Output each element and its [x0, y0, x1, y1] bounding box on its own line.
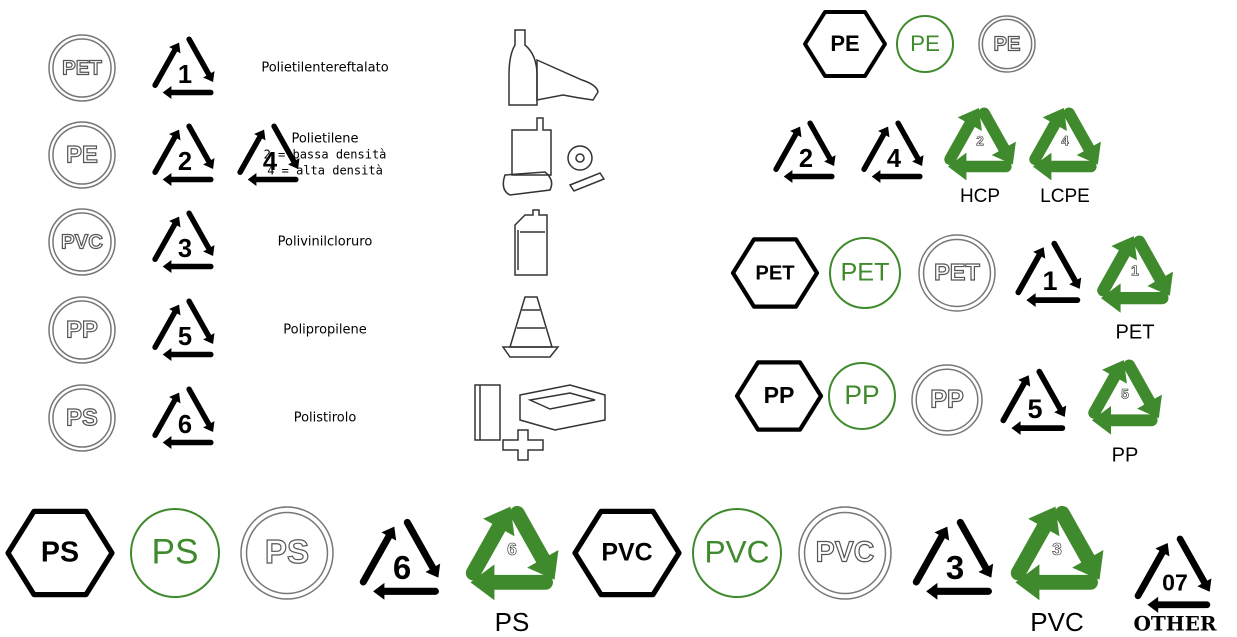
triangle-number: 3 — [946, 549, 964, 586]
description: Polistirolo — [294, 411, 357, 426]
caption: LCPE — [1040, 186, 1090, 207]
circle-label: PET — [841, 259, 890, 287]
triangle-number: 2 — [799, 145, 813, 173]
recycle-number: 2 — [976, 133, 984, 148]
circle-label: PE — [910, 31, 940, 56]
ring-label: PS — [66, 404, 98, 431]
caption: HCP — [960, 186, 1000, 207]
recycle-number: 4 — [1061, 133, 1069, 148]
circle-label: PP — [844, 380, 879, 410]
caption: OTHER — [1133, 612, 1216, 636]
recycling-codes: PET 1 Polietilentereftalato PE 2 4 Polietilene… — [0, 0, 1237, 637]
triangle-number: 6 — [393, 549, 411, 586]
ring-label: PE — [66, 141, 98, 168]
ring-label: PET — [934, 259, 980, 285]
ring-label: PP — [930, 386, 964, 414]
circle-label: PVC — [704, 533, 769, 569]
description: 2 = bassa densità — [264, 148, 387, 162]
caption: PS — [495, 607, 530, 637]
recycle-number: 6 — [507, 539, 517, 559]
page: PET 1 Polietilentereftalato PE 2 4 Polietilene… — [0, 0, 1237, 637]
triangle-number: 3 — [178, 235, 192, 263]
triangle-number: 1 — [1042, 266, 1057, 296]
caption: PVC — [1030, 607, 1083, 637]
triangle-number: 5 — [1027, 394, 1042, 424]
description: Polietilene — [291, 132, 358, 147]
triangle-number: 2 — [178, 148, 192, 176]
triangle-number: 07 — [1162, 570, 1188, 596]
description: Polipropilene — [283, 323, 367, 338]
ring-label: PET — [62, 56, 102, 79]
triangle-number: 4 — [887, 145, 902, 173]
hexagon-label: PP — [764, 382, 795, 408]
ring-label: PP — [66, 316, 98, 343]
recycle-number: 1 — [1131, 264, 1139, 280]
description: Polietilentereftalato — [261, 61, 388, 76]
triangle-number: 1 — [178, 61, 192, 89]
description: Polivinilcloruro — [278, 235, 373, 250]
caption: PP — [1112, 444, 1139, 466]
ring-label: PS — [265, 534, 309, 571]
ring-label: PVC — [61, 230, 103, 253]
triangle-number: 6 — [178, 411, 192, 439]
ring-label: PVC — [816, 537, 875, 569]
caption: PET — [1116, 321, 1155, 343]
description: 4 = alta densità — [267, 164, 383, 178]
hexagon-label: PS — [41, 537, 79, 569]
recycle-number: 3 — [1052, 539, 1062, 559]
circle-label: PS — [152, 532, 199, 571]
hexagon-label: PE — [830, 31, 859, 56]
ring-label: PE — [994, 33, 1021, 55]
triangle-number: 5 — [178, 323, 192, 351]
hexagon-label: PVC — [601, 539, 652, 567]
recycle-number: 5 — [1121, 385, 1129, 401]
hexagon-label: PET — [755, 262, 795, 284]
